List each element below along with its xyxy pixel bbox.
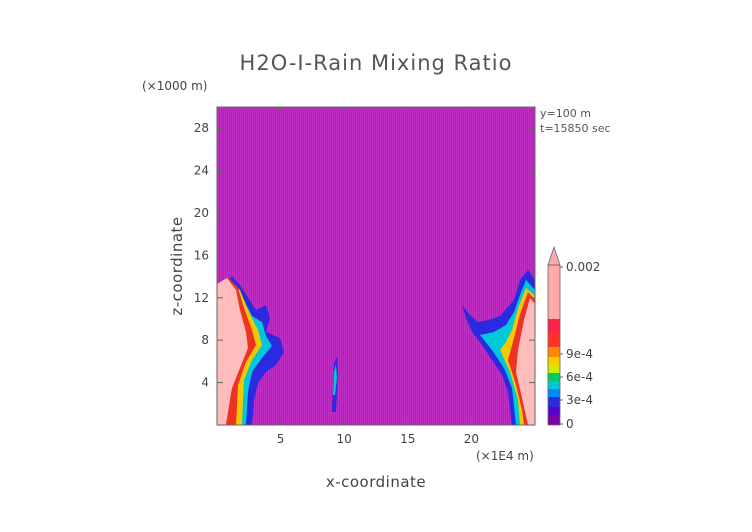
annotation-t: t=15850 sec: [540, 122, 611, 135]
annotation-y: y=100 m: [540, 107, 591, 120]
left-rain-core: [217, 278, 248, 425]
left-rain-streak: [226, 388, 236, 425]
colorbar-band: [548, 347, 560, 357]
right-rain-core: [516, 298, 535, 425]
y-tick-label: 16: [194, 248, 209, 262]
x-tick-label: 20: [464, 432, 479, 446]
y-tick-label: 8: [201, 333, 209, 347]
colorbar-band: [548, 357, 560, 365]
colorbar-band: [548, 319, 560, 333]
plot-background: [217, 107, 535, 425]
x-scale-label: (×1E4 m): [476, 449, 534, 463]
rain-field: [217, 270, 535, 425]
colorbar-tick-label: 3e-4: [566, 393, 593, 407]
colorbar-tick-label: 6e-4: [566, 370, 593, 384]
plot-frame: [216, 106, 536, 426]
colorbar-band: [548, 407, 560, 415]
colorbar-band: [548, 415, 560, 425]
y-scale-label: (×1000 m): [142, 79, 207, 93]
colorbar-frame: [547, 264, 561, 426]
colorbar: 0 3e-4 6e-4 9e-4 0.002: [547, 245, 600, 431]
y-tick-label: 4: [201, 376, 209, 390]
y-axis-label: z-coordinate: [168, 216, 186, 315]
colorbar-band: [548, 397, 560, 407]
x-axis-label: x-coordinate: [326, 473, 426, 491]
y-tick-label: 28: [194, 121, 209, 135]
colorbar-band: [548, 365, 560, 373]
colorbar-band: [548, 389, 560, 397]
colorbar-band: [548, 333, 560, 347]
colorbar-tick-label: 9e-4: [566, 347, 593, 361]
colorbar-band: [548, 381, 560, 389]
y-tick-label: 24: [194, 164, 209, 178]
center-rain-core: [333, 364, 337, 395]
x-tick-label: 5: [277, 432, 285, 446]
y-axis: 4 8 12 16 20 24 28: [194, 121, 535, 390]
y-tick-label: 20: [194, 206, 209, 220]
x-tick-label: 10: [337, 432, 352, 446]
colorbar-tick-label: 0: [566, 417, 574, 431]
chart-title: H2O-I-Rain Mixing Ratio: [240, 51, 513, 75]
y-tick-label: 12: [194, 291, 209, 305]
colorbar-band: [548, 373, 560, 381]
colorbar-band: [548, 265, 560, 319]
colorbar-arrow: [547, 245, 561, 266]
colorbar-tick-label: 0.002: [566, 260, 600, 274]
x-axis: 5 10 15 20: [277, 107, 479, 446]
x-tick-label: 15: [400, 432, 415, 446]
